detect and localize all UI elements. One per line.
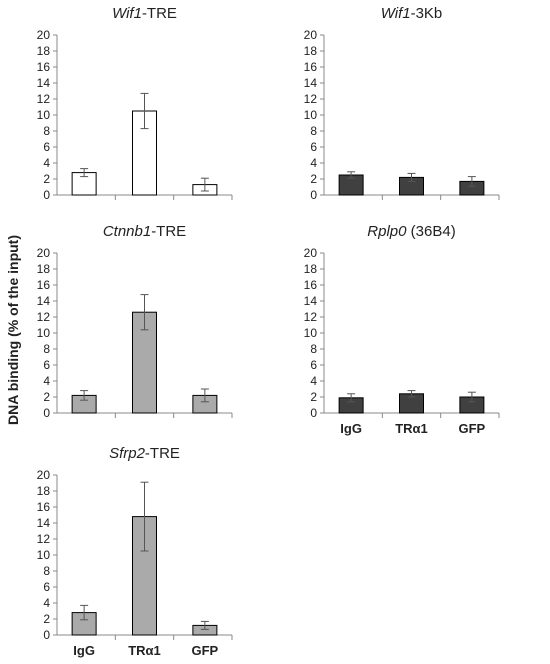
y-tick-label: 16 <box>37 60 51 74</box>
x-category-label: GFP <box>459 421 486 436</box>
y-tick-label: 14 <box>304 76 318 90</box>
y-tick-label: 10 <box>304 326 318 340</box>
x-category-label: TRα1 <box>395 421 428 436</box>
y-tick-label: 18 <box>304 262 318 276</box>
panel-title-gene: Sfrp2 <box>109 445 146 462</box>
chart-panel-4: Rplp0 (36B4) 0 2 4 6 8 10 12 14 16 18 20 IgG TRα1 GFP <box>304 223 500 436</box>
y-tick-label: 8 <box>310 124 317 138</box>
chart-panel-1: Wif1-TRE 0 2 4 6 8 10 12 14 16 18 20 <box>37 5 233 202</box>
y-tick-label: 12 <box>304 310 318 324</box>
error-bar-IgG <box>80 168 89 178</box>
y-tick-label: 8 <box>43 342 50 356</box>
error-bar-GFP <box>200 388 209 403</box>
y-tick-label: 14 <box>37 294 51 308</box>
y-tick-label: 4 <box>43 596 50 610</box>
chart-panel-2: Wif1-3Kb 0 2 4 6 8 10 12 14 16 18 20 <box>304 5 500 202</box>
y-tick-label: 20 <box>304 246 318 260</box>
y-tick-label: 20 <box>37 246 51 260</box>
y-tick-label: 6 <box>43 140 50 154</box>
panel-title-gene: Ctnnb1 <box>103 223 151 240</box>
y-tick-label: 12 <box>304 92 318 106</box>
error-bar-IgG <box>80 390 89 401</box>
x-category-label: TRα1 <box>128 643 161 658</box>
y-tick-label: 10 <box>37 326 51 340</box>
y-tick-label: 10 <box>304 108 318 122</box>
y-tick-label: 2 <box>310 172 317 186</box>
y-tick-label: 6 <box>43 580 50 594</box>
error-bar-IgG <box>347 393 356 403</box>
y-tick-label: 0 <box>310 406 317 420</box>
y-tick-label: 12 <box>37 532 51 546</box>
error-bar-TRα1 <box>140 92 149 130</box>
y-tick-label: 20 <box>37 468 51 482</box>
x-category-label: GFP <box>192 643 219 658</box>
y-tick-label: 4 <box>43 374 50 388</box>
y-tick-label: 16 <box>304 278 318 292</box>
y-tick-label: 14 <box>37 516 51 530</box>
panel-title-suffix: -3Kb <box>411 5 443 22</box>
panel-title: Ctnnb1-TRE <box>103 223 186 240</box>
y-tick-label: 4 <box>310 156 317 170</box>
chart-panel-3: Ctnnb1-TRE 0 2 4 6 8 10 12 14 16 18 20 <box>37 223 233 420</box>
y-tick-label: 6 <box>43 358 50 372</box>
y-tick-label: 18 <box>37 484 51 498</box>
y-tick-label: 10 <box>37 548 51 562</box>
y-tick-label: 20 <box>37 28 51 42</box>
x-category-label: IgG <box>340 421 362 436</box>
panel-title-suffix: -TRE <box>142 5 177 22</box>
y-tick-label: 4 <box>43 156 50 170</box>
y-tick-label: 10 <box>37 108 51 122</box>
panel-title-gene: Wif1 <box>381 5 411 22</box>
y-tick-label: 20 <box>304 28 318 42</box>
y-tick-label: 6 <box>310 358 317 372</box>
y-tick-label: 0 <box>43 188 50 202</box>
y-tick-label: 12 <box>37 310 51 324</box>
panel-title-suffix: (36B4) <box>407 223 456 240</box>
chart-panel-5: Sfrp2-TRE 0 2 4 6 8 10 12 14 16 18 20 IgG TRα1 GFP <box>37 445 233 658</box>
error-bar-IgG <box>347 171 356 179</box>
y-tick-label: 14 <box>304 294 318 308</box>
panel-title-gene: Rplp0 <box>367 223 407 240</box>
y-tick-label: 2 <box>43 390 50 404</box>
y-tick-label: 0 <box>310 188 317 202</box>
panel-title: Wif1-TRE <box>112 5 177 22</box>
y-tick-label: 18 <box>37 44 51 58</box>
error-bar-TRα1 <box>140 481 149 552</box>
y-tick-label: 2 <box>43 172 50 186</box>
y-tick-label: 16 <box>304 60 318 74</box>
error-bar-TRα1 <box>407 390 416 398</box>
y-tick-label: 6 <box>310 140 317 154</box>
panel-title-suffix: -TRE <box>145 445 180 462</box>
panel-title: Wif1-3Kb <box>381 5 443 22</box>
y-tick-label: 16 <box>37 278 51 292</box>
error-bar-GFP <box>200 620 209 630</box>
y-axis-label: DNA binding (% of the input) <box>5 235 21 425</box>
y-tick-label: 12 <box>37 92 51 106</box>
x-category-label: IgG <box>73 643 95 658</box>
panel-title-gene: Wif1 <box>112 5 142 22</box>
panel-title: Sfrp2-TRE <box>109 445 180 462</box>
y-tick-label: 4 <box>310 374 317 388</box>
error-bar-TRα1 <box>140 294 149 331</box>
y-tick-label: 2 <box>310 390 317 404</box>
error-bar-GFP <box>467 391 476 403</box>
error-bar-GFP <box>200 177 209 192</box>
y-tick-label: 0 <box>43 628 50 642</box>
y-tick-label: 18 <box>304 44 318 58</box>
error-bar-GFP <box>467 176 476 187</box>
y-tick-label: 18 <box>37 262 51 276</box>
y-tick-label: 0 <box>43 406 50 420</box>
y-tick-label: 8 <box>310 342 317 356</box>
error-bar-TRα1 <box>407 172 416 182</box>
y-tick-label: 8 <box>43 564 50 578</box>
panel-title-suffix: -TRE <box>151 223 186 240</box>
y-tick-label: 16 <box>37 500 51 514</box>
panel-title: Rplp0 (36B4) <box>367 223 455 240</box>
error-bar-IgG <box>80 604 89 621</box>
y-tick-label: 8 <box>43 124 50 138</box>
y-tick-label: 2 <box>43 612 50 626</box>
y-tick-label: 14 <box>37 76 51 90</box>
